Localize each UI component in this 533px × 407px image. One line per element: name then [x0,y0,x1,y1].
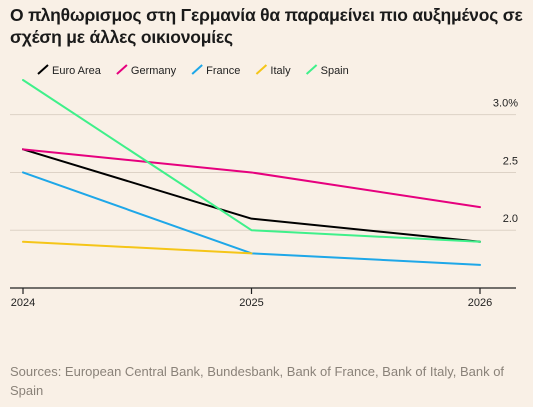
x-axis: 2024 2025 2026 [10,287,516,309]
legend-swatch [191,64,203,75]
y-tick-label: 2.0 [503,213,518,225]
legend-label: Euro Area [52,65,102,77]
source-note: Sources: European Central Bank, Bundesba… [10,364,505,398]
legend-swatch [116,64,128,75]
x-tick-label: 2025 [239,297,263,309]
line-chart: Euro Area Germany France Italy Spain 2.0 2.5 3… [10,64,518,309]
legend-label: Spain [321,65,349,77]
legend-label: France [206,65,240,77]
x-tick-label: 2026 [468,297,492,309]
gridlines [10,114,516,231]
y-axis-ticks: 2.0 2.5 3.0% [493,98,518,226]
legend-swatch [255,64,268,75]
chart-title: Ο πληθωρισμος στη Γερμανία θα παραμείνει… [10,5,523,47]
y-tick-label: 3.0% [493,98,518,110]
x-tick-label: 2024 [11,297,35,309]
series-line-spain [22,79,481,243]
legend-label: Germany [131,65,177,77]
legend: Euro Area Germany France Italy Spain [37,64,349,77]
y-tick-label: 2.5 [503,155,518,167]
series-line-euro-area [22,148,481,243]
series-line-italy [22,240,253,255]
legend-label: Italy [270,65,291,77]
series-line-germany [22,148,481,209]
series-lines [22,79,481,266]
legend-swatch [37,64,49,75]
legend-swatch [305,64,318,75]
